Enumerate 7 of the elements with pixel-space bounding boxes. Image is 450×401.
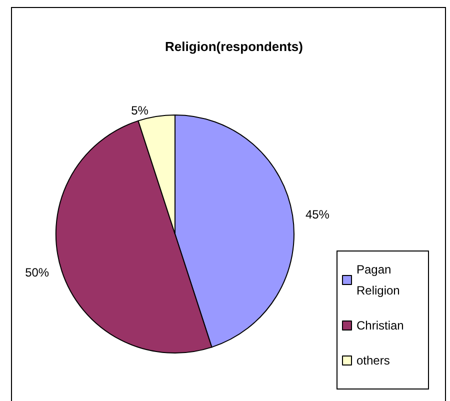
legend-label: Christian <box>356 318 404 332</box>
data-label: 45% <box>305 207 330 222</box>
chart-title: Religion(respondents) <box>165 39 303 54</box>
legend-label: Pagan Religion <box>356 262 400 298</box>
legend-label: others <box>356 354 390 368</box>
data-label: 50% <box>25 266 50 280</box>
data-label: 5% <box>131 104 149 118</box>
